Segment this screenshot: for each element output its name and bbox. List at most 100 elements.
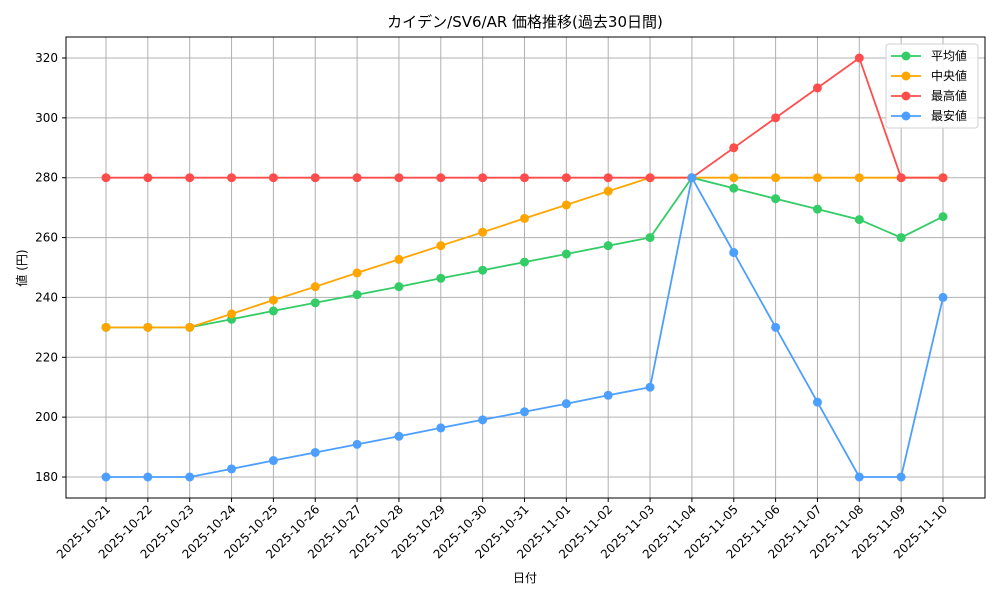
legend-marker-icon — [901, 111, 911, 121]
data-point[interactable] — [101, 472, 111, 482]
data-point[interactable] — [310, 282, 320, 292]
legend-label: 最高値 — [931, 88, 967, 103]
data-point[interactable] — [938, 173, 948, 183]
data-point[interactable] — [352, 268, 362, 278]
data-point[interactable] — [394, 282, 404, 292]
legend-item[interactable]: 最高値 — [891, 88, 967, 103]
data-point[interactable] — [771, 113, 781, 123]
data-point[interactable] — [143, 472, 153, 482]
data-point[interactable] — [520, 257, 529, 267]
series-layer — [101, 53, 948, 482]
data-point[interactable] — [185, 472, 195, 482]
legend-label: 最安値 — [931, 108, 967, 123]
series-3 — [101, 173, 948, 482]
y-tick-label: 180 — [35, 470, 58, 484]
data-point[interactable] — [645, 233, 655, 243]
y-tick-label: 280 — [35, 171, 58, 185]
data-point[interactable] — [310, 173, 320, 183]
data-point[interactable] — [520, 407, 529, 417]
data-point[interactable] — [352, 439, 362, 449]
data-point[interactable] — [561, 399, 571, 409]
data-point[interactable] — [394, 173, 404, 183]
data-point[interactable] — [352, 290, 362, 300]
legend-item[interactable]: 中央値 — [891, 68, 967, 83]
data-point[interactable] — [729, 248, 739, 258]
legend-label: 平均値 — [931, 48, 967, 63]
data-point[interactable] — [603, 241, 613, 251]
data-point[interactable] — [771, 322, 781, 332]
data-point[interactable] — [561, 173, 571, 183]
data-point[interactable] — [185, 322, 195, 332]
data-point[interactable] — [436, 173, 446, 183]
data-point[interactable] — [394, 254, 404, 264]
data-point[interactable] — [436, 273, 446, 283]
data-point[interactable] — [143, 322, 153, 332]
data-point[interactable] — [478, 227, 488, 237]
chart-title: カイデン/SV6/AR 価格推移(過去30日間) — [387, 13, 663, 31]
data-point[interactable] — [478, 415, 488, 425]
data-point[interactable] — [896, 472, 906, 482]
data-point[interactable] — [352, 173, 362, 183]
data-point[interactable] — [101, 322, 111, 332]
data-point[interactable] — [520, 213, 529, 223]
data-point[interactable] — [854, 472, 864, 482]
data-point[interactable] — [854, 173, 864, 183]
data-point[interactable] — [268, 306, 278, 316]
series-0 — [101, 173, 948, 332]
legend-item[interactable]: 最安値 — [891, 108, 967, 123]
data-point[interactable] — [771, 173, 781, 183]
data-point[interactable] — [729, 143, 739, 153]
data-point[interactable] — [436, 423, 446, 433]
data-point[interactable] — [687, 173, 697, 183]
data-point[interactable] — [812, 204, 822, 214]
data-point[interactable] — [268, 456, 278, 466]
data-point[interactable] — [938, 212, 948, 222]
data-point[interactable] — [478, 173, 488, 183]
data-point[interactable] — [812, 173, 822, 183]
data-point[interactable] — [143, 173, 153, 183]
data-point[interactable] — [268, 173, 278, 183]
data-point[interactable] — [854, 53, 864, 63]
data-point[interactable] — [436, 241, 446, 251]
y-axis: 180 200 220 240 260 280 300 320 — [35, 51, 66, 484]
data-point[interactable] — [771, 194, 781, 204]
data-point[interactable] — [561, 249, 571, 259]
data-point[interactable] — [854, 215, 864, 225]
data-point[interactable] — [603, 186, 613, 196]
data-point[interactable] — [812, 83, 822, 93]
legend-item[interactable]: 平均値 — [891, 48, 967, 63]
data-point[interactable] — [603, 390, 613, 400]
y-tick-label: 300 — [35, 111, 58, 125]
data-point[interactable] — [812, 397, 822, 407]
data-point[interactable] — [310, 447, 320, 457]
data-point[interactable] — [227, 464, 237, 474]
y-tick-label: 240 — [35, 290, 58, 304]
data-point[interactable] — [645, 173, 655, 183]
data-point[interactable] — [603, 173, 613, 183]
data-point[interactable] — [185, 173, 195, 183]
y-axis-label: 値 (円) — [14, 249, 29, 286]
data-point[interactable] — [478, 265, 488, 275]
y-tick-label: 320 — [35, 51, 58, 65]
data-point[interactable] — [938, 292, 948, 302]
data-point[interactable] — [227, 309, 237, 319]
legend-marker-icon — [901, 71, 911, 81]
data-point[interactable] — [520, 173, 529, 183]
grid-lines — [66, 37, 985, 498]
data-point[interactable] — [645, 382, 655, 392]
data-point[interactable] — [227, 173, 237, 183]
data-point[interactable] — [268, 295, 278, 305]
data-point[interactable] — [729, 183, 739, 193]
data-point[interactable] — [394, 431, 404, 441]
data-point[interactable] — [729, 173, 739, 183]
y-tick-label: 220 — [35, 350, 58, 364]
data-point[interactable] — [561, 200, 571, 210]
data-point[interactable] — [101, 173, 111, 183]
data-point[interactable] — [310, 298, 320, 308]
data-point[interactable] — [896, 233, 906, 243]
data-point[interactable] — [896, 173, 906, 183]
x-axis: 2025-10-212025-10-222025-10-232025-10-24… — [54, 498, 950, 561]
